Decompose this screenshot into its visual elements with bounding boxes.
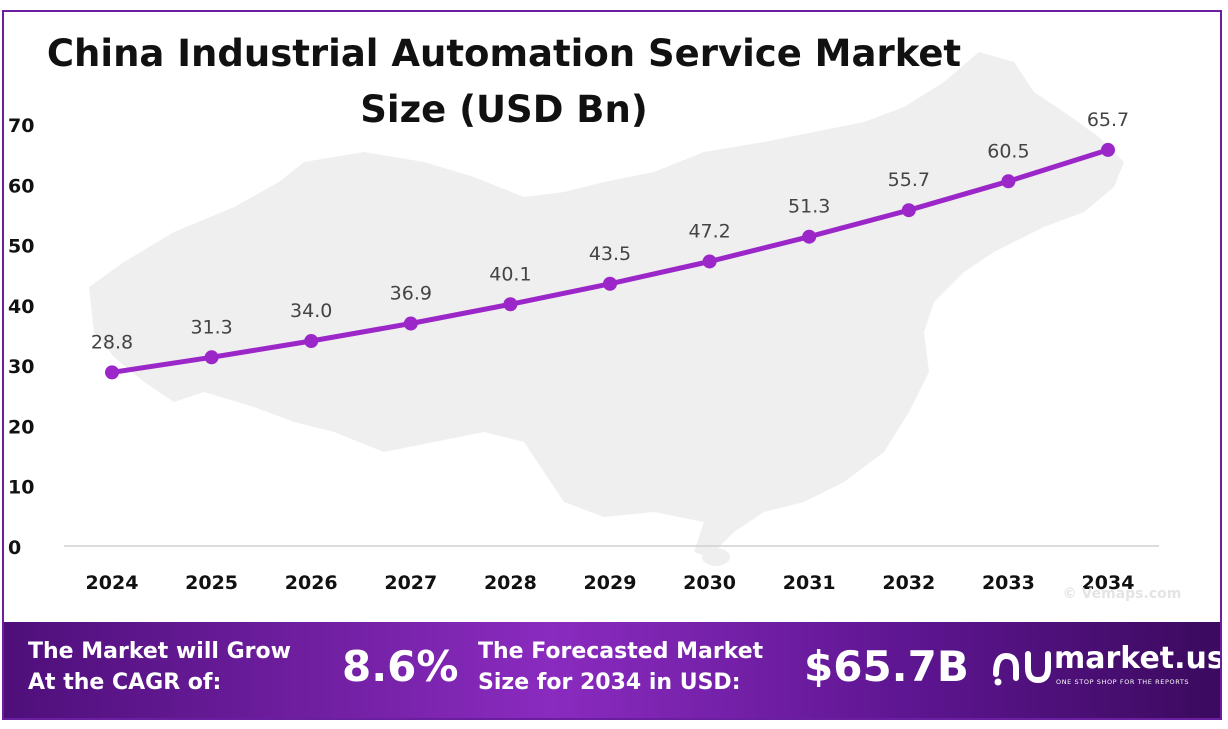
y-tick-label: 60 [8,175,34,197]
chart-frame: 0 10 20 30 40 50 60 70 2024 2025 2026 2027 2028 2029… [2,10,1222,720]
cagr-label-line2: At the CAGR of: [28,670,222,695]
map-background-shape [89,52,1124,557]
data-label: 47.2 [688,220,730,242]
brand-name: market.us [1054,641,1222,676]
x-tick-label: 2028 [484,572,537,594]
footer-banner: The Market will Grow At the CAGR of: 8.6… [4,622,1220,718]
data-label: 31.3 [190,316,232,338]
map-island-shape [702,548,730,566]
forecast-value: $65.7B [804,642,969,691]
data-label: 36.9 [390,283,432,305]
x-tick-label: 2024 [86,572,139,594]
x-tick-label: 2032 [882,572,935,594]
data-point [503,297,518,312]
data-label: 60.5 [987,140,1029,162]
data-point [304,334,319,349]
data-point [1001,174,1016,189]
cagr-value: 8.6% [342,642,459,691]
forecast-label-line1: The Forecasted Market [478,639,764,664]
y-tick-label: 50 [8,236,34,258]
chart-title: China Industrial Automation Service Mark… [46,32,962,131]
market-us-logo-icon [993,651,1051,686]
y-tick-label: 10 [8,477,34,499]
x-tick-label: 2025 [185,572,238,594]
y-tick-label: 70 [8,115,34,137]
x-tick-label: 2029 [584,572,637,594]
data-label: 34.0 [290,300,332,322]
data-label: 43.5 [589,243,631,265]
data-label: 55.7 [888,169,930,191]
data-point [603,276,617,291]
data-label: 40.1 [489,263,531,285]
x-tick-label: 2033 [982,572,1035,594]
x-tick-label: 2034 [1082,572,1135,594]
x-tick-label: 2027 [384,572,437,594]
data-label: 51.3 [788,196,830,218]
brand-tagline: ONE STOP SHOP FOR THE REPORTS [1056,678,1190,686]
data-label: 28.8 [91,331,133,353]
y-tick-label: 0 [8,537,21,559]
data-point [802,229,817,244]
y-tick-label: 20 [8,416,34,438]
data-point [1101,142,1115,157]
data-point [403,316,418,331]
x-tick-label: 2026 [285,572,338,594]
data-point [901,203,916,218]
data-point [702,254,717,269]
data-label: 65.7 [1087,109,1129,131]
data-point [204,350,219,365]
cagr-label-line1: The Market will Grow [28,639,291,664]
y-tick-label: 40 [8,296,34,318]
x-tick-label: 2031 [783,572,836,594]
data-point [105,365,119,380]
watermark: © Vemaps.com [1063,586,1182,602]
x-tick-label: 2030 [683,572,736,594]
y-tick-label: 30 [8,356,34,378]
forecast-label-line2: Size for 2034 in USD: [478,670,741,695]
